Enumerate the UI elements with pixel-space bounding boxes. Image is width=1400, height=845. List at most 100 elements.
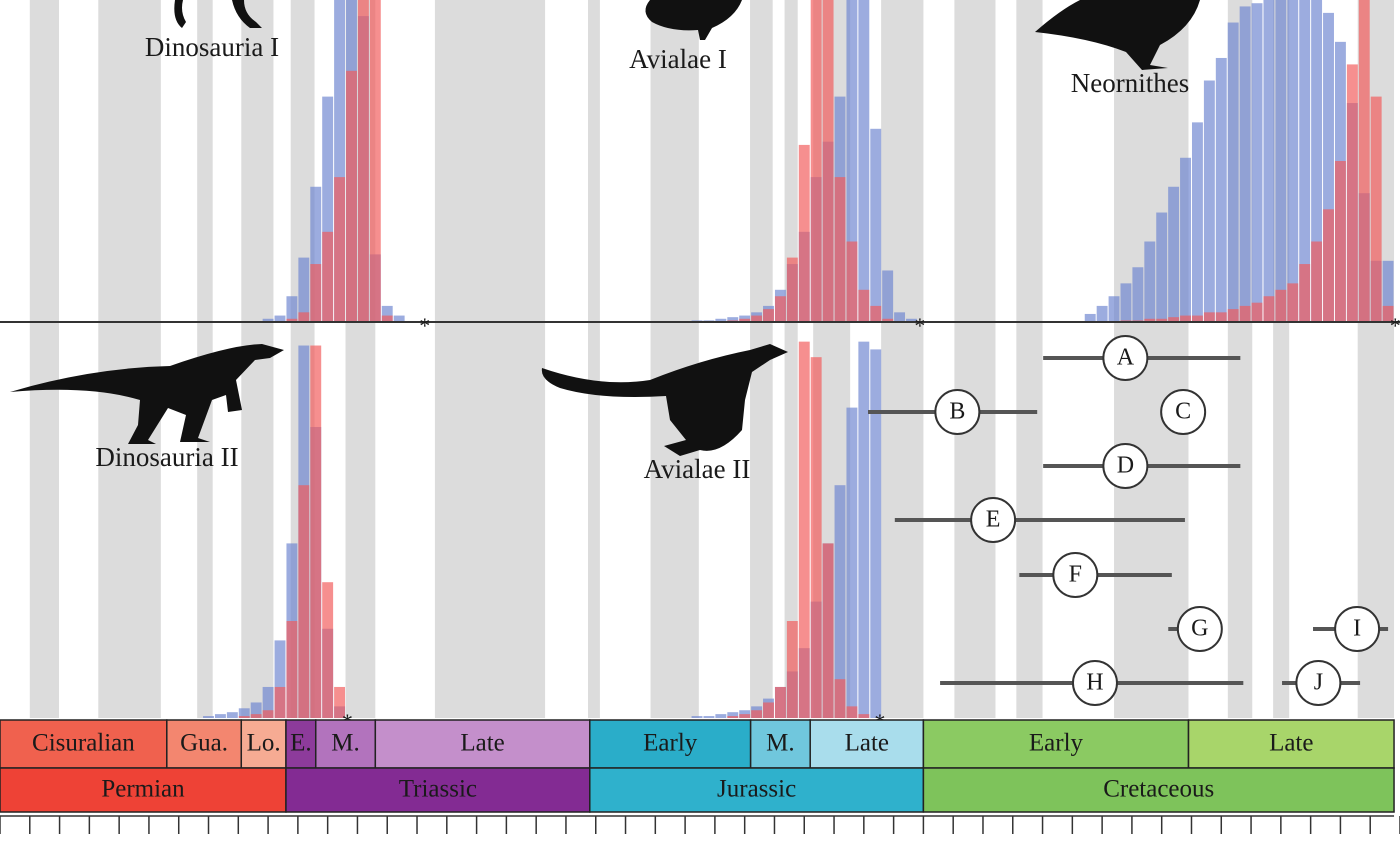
panel-label: Avialae I — [629, 44, 727, 74]
histogram-bar — [334, 0, 346, 323]
histogram-bar — [858, 341, 870, 718]
silhouettes — [10, 0, 1200, 456]
period-box — [285, 767, 591, 813]
histogram-bar — [1275, 0, 1287, 323]
histogram-bar — [1299, 0, 1311, 323]
epoch-name: Gua. — [180, 730, 228, 757]
epoch-box — [749, 719, 811, 769]
histogram-bar — [774, 686, 786, 718]
histogram-bar — [691, 716, 703, 718]
histogram-bar — [739, 318, 751, 322]
histogram-bar — [1096, 305, 1108, 322]
histogram-bar — [822, 543, 834, 718]
histogram-bar — [786, 621, 798, 718]
range-estimate — [1334, 606, 1381, 652]
histogram-bar — [727, 317, 739, 322]
range-label: H — [1086, 670, 1103, 696]
histogram-bar — [298, 257, 310, 322]
histogram-bar — [906, 318, 917, 322]
epoch-box — [1187, 719, 1395, 769]
histogram-bar — [798, 144, 810, 322]
histogram-bar — [1180, 157, 1191, 322]
panel-label: Dinosauria II — [95, 442, 238, 472]
histogram-bar — [1323, 209, 1334, 322]
histogram-bar — [846, 0, 858, 323]
range-bars: A B C D E F G H I J — [868, 335, 1389, 706]
range-estimate — [1295, 660, 1342, 706]
stage-band — [784, 0, 798, 718]
histogram-bar — [763, 702, 774, 718]
range-label: F — [1069, 562, 1082, 588]
histogram-bar — [858, 714, 870, 718]
histogram-bar — [1215, 57, 1227, 323]
histogram-bar — [810, 357, 822, 718]
histogram-bar — [262, 318, 274, 322]
histogram-bar — [214, 714, 226, 718]
histogram-bar — [334, 686, 346, 718]
histogram-bar — [1203, 312, 1215, 322]
stage-band — [434, 0, 546, 718]
histogram-bar — [1180, 315, 1191, 322]
period-name: Triassic — [399, 776, 477, 803]
histogram-bar — [1132, 267, 1144, 322]
histogram-bar — [357, 0, 369, 323]
histogram-bar — [798, 341, 810, 718]
histogram-bar — [1191, 122, 1203, 322]
stage-band — [1016, 0, 1043, 718]
histogram-bar — [786, 257, 798, 322]
histogram-bar — [1168, 186, 1180, 322]
histogram-bar — [286, 318, 298, 322]
period-box — [589, 767, 925, 813]
stage-band — [588, 0, 600, 718]
histogram-bar — [727, 712, 739, 718]
histogram-bar — [1311, 241, 1323, 322]
histogram-bar — [1263, 0, 1275, 323]
histogram-bar — [274, 640, 286, 718]
stage-band — [650, 0, 699, 718]
range-estimate — [1176, 606, 1223, 652]
histogram-bar — [846, 241, 858, 322]
range-label: C — [1175, 399, 1191, 425]
period-box — [922, 767, 1395, 813]
stage-band — [29, 0, 59, 718]
histogram-bar — [846, 706, 858, 718]
histogram-bar — [369, 0, 381, 323]
range-label: J — [1314, 670, 1323, 696]
histogram-bar — [715, 318, 727, 322]
histogram-bar — [274, 315, 286, 322]
timescale: Cisuralian Gua. Lo. E. M. Late Early M. Late Earl… — [0, 719, 1395, 813]
histogram-bar — [751, 315, 763, 322]
histogram-bar — [774, 296, 786, 322]
silhouette — [174, 0, 262, 28]
histogram-bar — [238, 708, 250, 718]
epoch-name: Lo. — [247, 730, 281, 757]
histogram-bar — [1358, 0, 1370, 323]
epoch-name: Late — [845, 730, 889, 757]
range-estimate — [934, 389, 981, 435]
epoch-name: Early — [1029, 730, 1084, 757]
range-estimate — [1102, 443, 1149, 489]
time-ticks — [0, 815, 1400, 834]
epoch-name: Cisuralian — [32, 730, 135, 757]
histogram-bar — [238, 716, 250, 718]
histogram-bar — [858, 0, 870, 323]
range-label: D — [1117, 453, 1134, 479]
silhouette — [645, 0, 742, 40]
histogram-bar — [739, 714, 751, 718]
histogram-bar — [846, 407, 858, 718]
histogram-bar — [1227, 309, 1239, 322]
histogram-bar — [1215, 312, 1227, 322]
histogram-bar — [703, 716, 715, 718]
period-name: Cretaceous — [1103, 776, 1214, 803]
histogram-bar — [262, 710, 274, 718]
histogram-bar — [834, 485, 846, 718]
histogram-bar — [250, 702, 262, 718]
histogram-bar — [286, 621, 298, 718]
histogram-bar — [763, 309, 774, 322]
range-estimate — [1160, 389, 1207, 435]
histogram-bar — [1144, 241, 1156, 322]
histogram-bar — [1108, 296, 1120, 322]
histogram-bar — [810, 0, 822, 323]
histogram-bar — [262, 686, 274, 718]
